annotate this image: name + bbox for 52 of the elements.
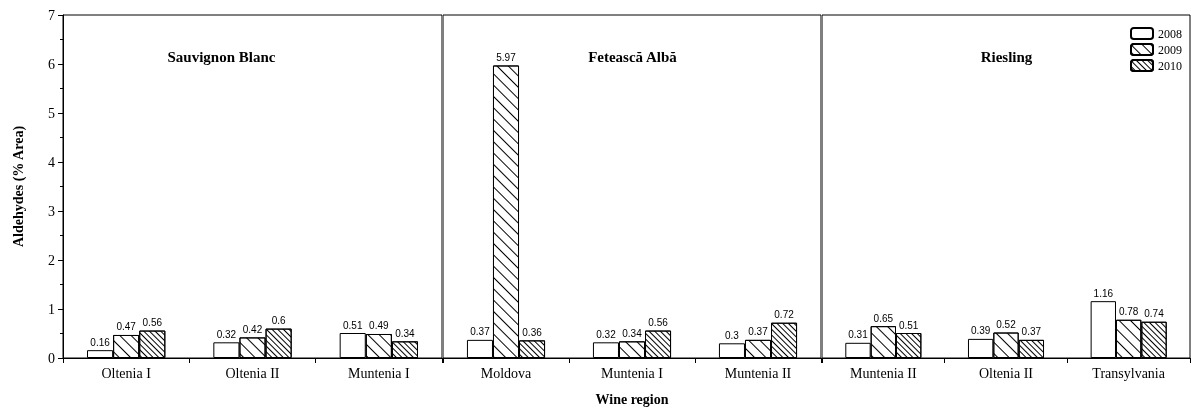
data-label: 0.74	[1144, 308, 1165, 320]
data-label: 0.49	[369, 320, 389, 332]
data-label: 0.16	[90, 336, 111, 348]
data-label: 0.32	[596, 328, 617, 340]
x-tick-label: Muntenia I	[601, 365, 664, 381]
data-label: 0.37	[470, 326, 491, 338]
y-tick-label: 1	[48, 301, 55, 317]
data-label: 0.51	[898, 319, 919, 331]
y-tick-label: 3	[48, 203, 55, 219]
data-label: 0.78	[1118, 306, 1139, 318]
x-tick-label: Muntenia II	[850, 365, 917, 381]
x-tick-label: Moldova	[480, 365, 533, 381]
legend-label: 2009	[1158, 42, 1182, 57]
y-tick-label: 2	[48, 252, 55, 268]
data-label: 0.37	[748, 326, 769, 338]
x-tick-label: Oltenia II	[978, 365, 1034, 381]
legend-label: 2008	[1158, 26, 1182, 41]
x-tick-label: Muntenia II	[724, 365, 792, 381]
data-label: 0.39	[970, 325, 991, 337]
x-tick-label: Muntenia I	[347, 365, 411, 381]
data-label: 5.97	[496, 51, 517, 63]
data-label: 0.56	[648, 317, 669, 329]
data-label: 0.65	[873, 312, 894, 324]
data-label: 0.51	[342, 319, 363, 331]
data-label: 0.6	[271, 315, 286, 327]
x-tick-label: Oltenia I	[101, 365, 152, 381]
data-label: 0.42	[242, 323, 263, 335]
y-tick-label: 0	[48, 350, 55, 366]
legend-label: 2010	[1158, 58, 1182, 73]
data-label: 0.72	[774, 309, 795, 321]
y-tick-label: 7	[48, 7, 55, 23]
data-label: 0.31	[848, 329, 869, 341]
data-label: 0.47	[116, 321, 137, 333]
data-label: 0.52	[996, 319, 1017, 331]
data-label: 0.3	[725, 329, 740, 341]
data-label: 0.34	[622, 327, 643, 339]
text: Sauvignon Blanc	[167, 48, 276, 65]
y-tick-label: 4	[48, 154, 55, 170]
x-axis-title: Wine region	[595, 391, 669, 407]
text: Riesling	[980, 48, 1033, 65]
data-label: 0.56	[142, 317, 163, 329]
data-label: 0.36	[522, 326, 543, 338]
data-label: 0.34	[395, 327, 416, 339]
y-axis-title: Aldehydes (% Area)	[10, 125, 27, 248]
x-tick-label: Transylvania	[1092, 365, 1166, 381]
text: Fetească Albă	[588, 48, 678, 65]
x-tick-label: Oltenia II	[225, 365, 280, 381]
data-label: 0.37	[1021, 326, 1042, 338]
y-tick-label: 5	[48, 105, 55, 121]
data-label: 1.16	[1093, 287, 1114, 299]
y-tick-label: 6	[48, 56, 55, 72]
data-label: 0.32	[216, 328, 237, 340]
